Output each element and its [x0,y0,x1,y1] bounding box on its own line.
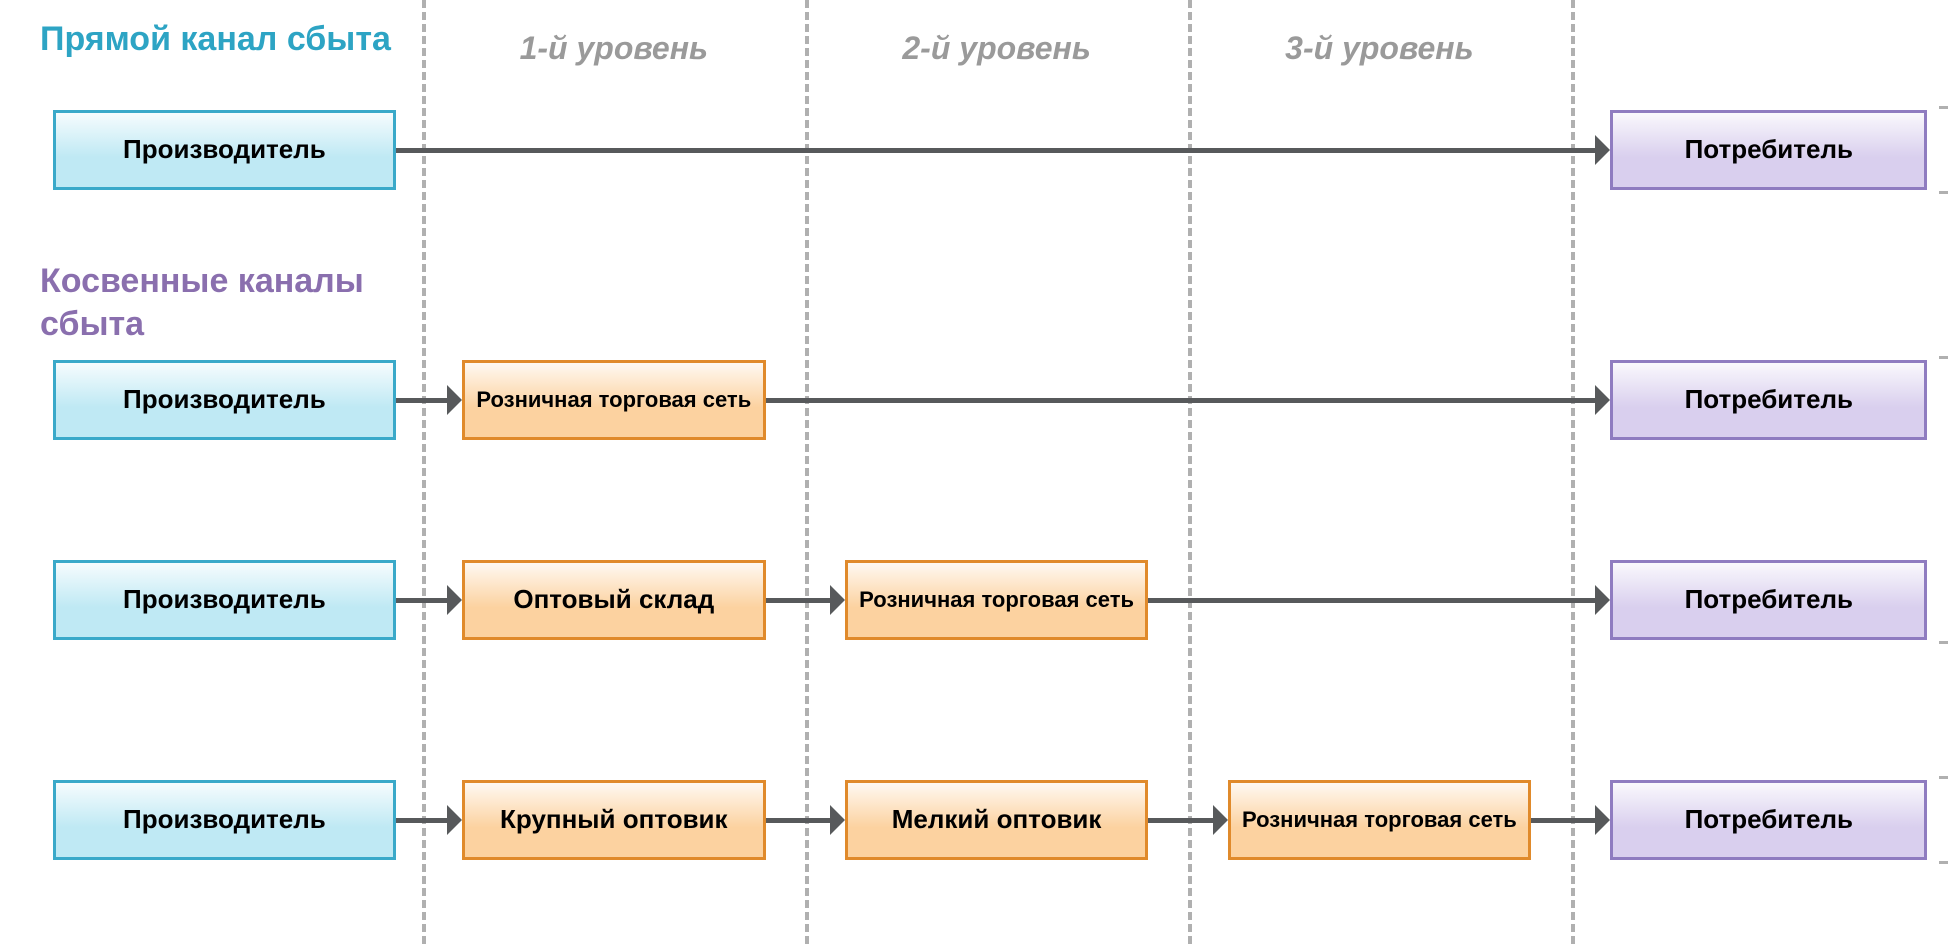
side-long-bracket-top [1939,776,1948,779]
arrow-head-row1-0 [447,385,462,415]
arrow-head-row1-1 [1595,385,1610,415]
side-short-bracket-top [1939,356,1948,359]
side-long-bracket-bottom [1939,861,1948,864]
arrow-row3-1 [766,818,832,823]
node-row1-level1: Розничная торговая сеть [462,360,766,440]
column-label-level1: 1-й уровень [462,30,766,67]
arrow-head-row0-0 [1595,135,1610,165]
level-divider-1 [422,0,426,944]
node-row2-level2: Розничная торговая сеть [845,560,1149,640]
node-row3-level1: Крупный оптовик [462,780,766,860]
node-row1-producer: Производитель [53,360,396,440]
arrow-row0-0 [396,148,1597,153]
arrow-head-row3-2 [1213,805,1228,835]
arrow-head-row2-2 [1595,585,1610,615]
node-row0-producer: Производитель [53,110,396,190]
node-row3-level3: Розничная торговая сеть [1228,780,1532,860]
heading-direct: Прямой канал сбыта [40,18,391,61]
level-divider-2 [805,0,809,944]
arrow-head-row2-0 [447,585,462,615]
arrow-row3-0 [396,818,449,823]
level-divider-4 [1571,0,1575,944]
node-row2-level1: Оптовый склад [462,560,766,640]
arrow-row3-3 [1531,818,1597,823]
column-label-level2: 2-й уровень [845,30,1149,67]
arrow-head-row3-3 [1595,805,1610,835]
node-row3-consumer: Потребитель [1610,780,1927,860]
side-zero-bracket-bottom [1939,191,1948,194]
arrow-row2-0 [396,598,449,603]
heading-indirect: Косвенные каналы сбыта [40,260,400,345]
side-short-bracket-bottom [1939,641,1948,644]
node-row0-consumer: Потребитель [1610,110,1927,190]
arrow-row1-0 [396,398,449,403]
arrow-row1-1 [766,398,1598,403]
node-row3-producer: Производитель [53,780,396,860]
node-row3-level2: Мелкий оптовик [845,780,1149,860]
diagram-stage: Прямой канал сбыта Косвенные каналы сбыта… [0,0,1948,944]
node-row1-consumer: Потребитель [1610,360,1927,440]
arrow-head-row3-1 [830,805,845,835]
arrow-row2-2 [1148,598,1597,603]
arrow-row2-1 [766,598,832,603]
arrow-row3-2 [1148,818,1214,823]
arrow-head-row2-1 [830,585,845,615]
column-label-level3: 3-й уровень [1228,30,1532,67]
arrow-head-row3-0 [447,805,462,835]
level-divider-3 [1188,0,1192,944]
side-zero-bracket-top [1939,106,1948,109]
node-row2-consumer: Потребитель [1610,560,1927,640]
node-row2-producer: Производитель [53,560,396,640]
